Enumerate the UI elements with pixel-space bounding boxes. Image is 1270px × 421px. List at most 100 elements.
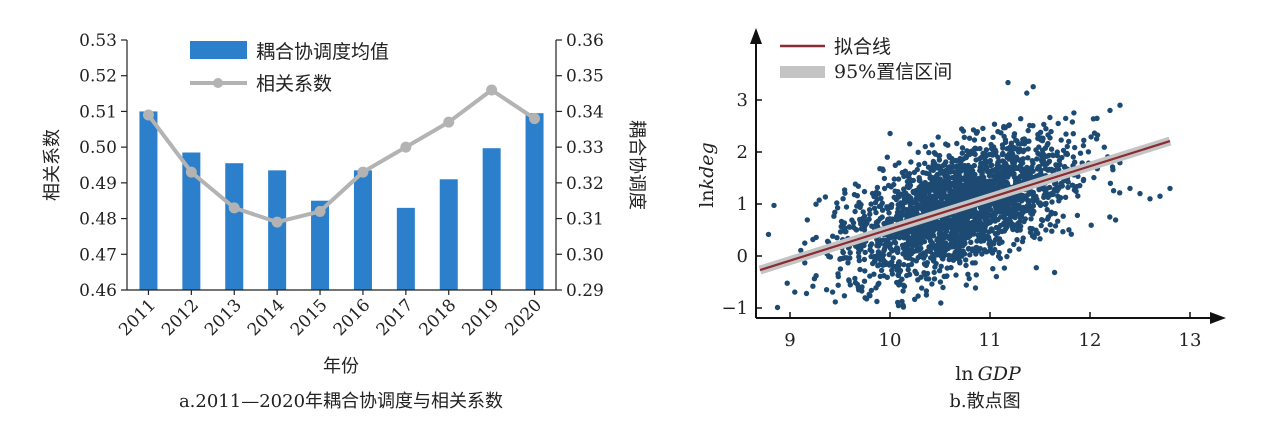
scatter-point bbox=[894, 213, 900, 219]
scatter-point bbox=[1002, 139, 1009, 145]
left-tick-label: 0.50 bbox=[79, 138, 117, 158]
line-point-2015 bbox=[314, 205, 326, 217]
scatter-point bbox=[931, 276, 938, 282]
scatter-point bbox=[939, 192, 945, 199]
scatter-point bbox=[1007, 214, 1014, 220]
scatter-point bbox=[915, 149, 921, 155]
scatter-point bbox=[895, 302, 902, 309]
scatter-point bbox=[904, 272, 910, 279]
scatter-point bbox=[1069, 182, 1076, 188]
scatter-point bbox=[878, 267, 885, 274]
scatter-point bbox=[900, 302, 906, 309]
scatter-point bbox=[884, 154, 890, 160]
scatter-point bbox=[1085, 149, 1092, 155]
scatter-point bbox=[871, 271, 877, 277]
scatter-point bbox=[1033, 230, 1039, 236]
scatter-point bbox=[1018, 223, 1024, 229]
scatter-point bbox=[1038, 222, 1044, 229]
line-point-2017 bbox=[400, 141, 412, 153]
legend-line-marker bbox=[213, 78, 223, 88]
scatter-point bbox=[948, 264, 954, 271]
bar-2020 bbox=[525, 113, 544, 290]
scatter-point bbox=[987, 157, 993, 164]
scatter-point bbox=[1008, 140, 1015, 146]
scatter-point bbox=[1117, 190, 1123, 196]
scatter-x-tick-label: 9 bbox=[784, 330, 795, 351]
scatter-point bbox=[937, 279, 944, 285]
fit-line bbox=[759, 140, 1171, 272]
scatter-point bbox=[953, 272, 959, 278]
scatter-point bbox=[936, 153, 942, 159]
scatter-point bbox=[877, 215, 884, 222]
scatter-point bbox=[845, 260, 851, 266]
scatter-point bbox=[1075, 193, 1081, 199]
scatter-point bbox=[847, 282, 853, 288]
scatter-point bbox=[922, 143, 928, 150]
scatter-point bbox=[1037, 236, 1043, 242]
scatter-point bbox=[1066, 227, 1072, 233]
scatter-point bbox=[990, 241, 997, 247]
scatter-point bbox=[939, 238, 945, 244]
scatter-point bbox=[923, 262, 929, 269]
scatter-point bbox=[1004, 253, 1010, 260]
scatter-point bbox=[1043, 200, 1049, 207]
scatter-point bbox=[1065, 184, 1071, 191]
x-label-ln: ln bbox=[955, 363, 973, 385]
scatter-point bbox=[1024, 90, 1030, 96]
left-tick-label: 0.49 bbox=[79, 174, 117, 194]
scatter-point bbox=[886, 210, 892, 216]
scatter-point bbox=[990, 144, 997, 150]
scatter-point bbox=[885, 182, 892, 189]
scatter-point bbox=[952, 197, 959, 203]
right-tick-label: 0.32 bbox=[566, 174, 604, 194]
scatter-point bbox=[813, 273, 819, 279]
scatter-y-tick-label: −1 bbox=[721, 298, 748, 319]
scatter-point bbox=[946, 256, 952, 263]
scatter-point bbox=[810, 283, 816, 289]
scatter-point bbox=[1070, 154, 1077, 160]
scatter-point bbox=[1028, 169, 1034, 175]
x-tick-label: 2016 bbox=[330, 295, 375, 340]
scatter-point bbox=[1057, 162, 1063, 168]
scatter-point bbox=[1069, 119, 1076, 125]
scatter-point bbox=[1054, 184, 1061, 190]
scatter-x-tick-label: 13 bbox=[1179, 330, 1202, 351]
scatter-point bbox=[1043, 227, 1049, 233]
scatter-point bbox=[881, 175, 888, 182]
scatter-point bbox=[879, 166, 886, 172]
scatter-point bbox=[1010, 226, 1016, 233]
scatter-point bbox=[972, 285, 979, 291]
scatter-point bbox=[1107, 180, 1114, 186]
scatter-point bbox=[979, 177, 985, 183]
x-tick-label: 2015 bbox=[287, 295, 332, 340]
scatter-point bbox=[803, 290, 810, 297]
scatter-point bbox=[959, 150, 965, 156]
x-label-var: GDP bbox=[978, 363, 1022, 385]
scatter-point bbox=[843, 228, 849, 235]
scatter-point bbox=[894, 279, 900, 286]
scatter-point bbox=[918, 240, 924, 246]
scatter-point bbox=[979, 172, 985, 178]
scatter-point bbox=[841, 293, 848, 299]
line-point-2020 bbox=[529, 113, 541, 125]
scatter-point bbox=[824, 238, 831, 244]
scatter-point bbox=[927, 175, 933, 181]
scatter-point bbox=[1091, 174, 1097, 181]
scatter-point bbox=[995, 253, 1002, 260]
bar-series bbox=[139, 111, 544, 290]
scatter-point bbox=[1055, 120, 1061, 127]
scatter-point bbox=[1014, 211, 1020, 217]
scatter-point bbox=[902, 241, 909, 248]
scatter-point bbox=[887, 130, 893, 137]
scatter-point bbox=[980, 221, 986, 227]
scatter-point bbox=[1062, 194, 1069, 200]
scatter-point bbox=[926, 149, 932, 156]
scatter-point bbox=[842, 190, 848, 196]
scatter-point bbox=[870, 260, 876, 267]
scatter-point bbox=[966, 135, 973, 141]
scatter-point bbox=[901, 283, 908, 289]
scatter-x-axis-label: ln GDP bbox=[955, 363, 1022, 385]
scatter-point bbox=[1093, 136, 1100, 142]
scatter-point bbox=[802, 260, 808, 266]
scatter-point bbox=[905, 262, 911, 269]
